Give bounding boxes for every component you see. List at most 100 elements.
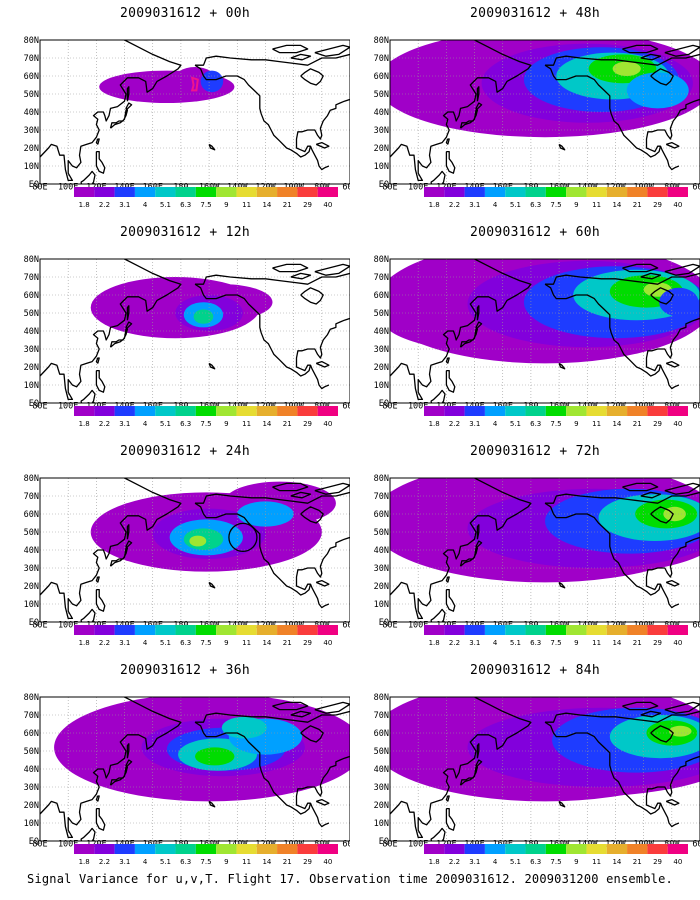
lon-tick-label: 100E [408,183,428,191]
map-frame [39,477,350,623]
colorbar-swatch [484,625,506,635]
lat-tick-label: 20N [24,582,39,592]
colorbar-swatch [94,187,115,197]
forecast-panel-0h: 2009031612 + 00h 80N 70N 60N 50N 40N 30N 20N 10N… [20,6,350,216]
coastlines [40,259,350,403]
colorbar-swatch [606,187,628,197]
lon-tick-label: 160E [142,840,162,848]
colorbar-swatch [256,844,278,854]
graticule [40,259,350,403]
colorbar-swatch [134,625,156,635]
lon-tick-label: 120E [86,402,106,410]
lat-tick-label: 10N [374,162,389,172]
lat-tick-label: 20N [374,801,389,811]
lat-tick-label: 30N [24,126,39,136]
colorbar-label: 11 [592,420,601,428]
lon-tick-label: 120E [436,840,456,848]
colorbar-swatch [484,844,506,854]
graticule [40,40,350,184]
colorbar-label: 14 [262,639,271,647]
lon-tick-label: 180 [173,621,188,629]
lat-tick-label: 80N [24,255,39,265]
lat-tick-label: 70N [374,711,389,721]
variance-contour [193,309,214,324]
coastlines [40,697,350,841]
lon-tick-label: 140E [114,840,134,848]
colorbar-label: 14 [612,201,621,209]
colorbar-label: 11 [242,420,251,428]
lon-tick-label: 160W [199,183,220,191]
lon-tick-label: 140E [464,621,484,629]
colorbar-label: 3.1 [119,858,130,866]
colorbar-swatch [424,625,445,635]
variance-contour [195,747,235,766]
variance-field [390,259,700,403]
lon-tick-label: 80E [32,183,47,191]
lat-tick-label: EQ [29,837,39,847]
colorbar-swatch [566,406,587,416]
lat-tick-label: 40N [374,327,389,337]
lon-tick-label: 120W [605,402,626,410]
colorbar-swatch [545,844,567,854]
colorbar-label: 4 [143,420,148,428]
colorbar-label: 29 [303,858,312,866]
lat-tick-label: 60N [24,729,39,739]
colorbar-swatch [74,625,95,635]
lon-tick-label: 120W [255,621,276,629]
colorbar-label: 21 [283,420,292,428]
colorbar-swatch [627,406,648,416]
colorbar: 1.8 2.2 3.1 4 5.1 6.3 7.5 9 11 14 21 29 40 [74,406,338,430]
lat-tick-label: 40N [24,327,39,337]
lon-tick-label: 100W [633,402,654,410]
lat-tick-label: 70N [24,273,39,283]
lat-tick-label: 60N [24,510,39,520]
colorbar-label: 11 [242,639,251,647]
lat-tick-label: 10N [374,819,389,829]
colorbar-swatch [195,844,217,854]
coastlines [40,40,350,184]
colorbar-label: 2.2 [449,639,460,647]
colorbar-swatch [627,625,648,635]
variance-contour [200,70,224,93]
colorbar-label: 40 [673,639,682,647]
lat-tick-label: 80N [374,693,389,703]
colorbar-swatch [175,406,196,416]
colorbar-swatch [94,844,115,854]
colorbar: 1.8 2.2 3.1 4 5.1 6.3 7.5 9 11 14 21 29 40 [74,625,338,649]
lat-tick-label: 20N [374,582,389,592]
lat-tick-label: 40N [374,108,389,118]
colorbar-swatch [647,625,668,635]
lon-tick-label: 180 [523,402,538,410]
lon-tick-label: 100E [58,621,78,629]
lat-tick-label: 60N [374,291,389,301]
colorbar-swatch [444,844,465,854]
variance-contour [659,287,699,317]
colorbar-swatch [134,406,156,416]
colorbar-label: 7.5 [200,858,211,866]
colorbar-swatch [216,406,237,416]
colorbar-swatch [114,625,135,635]
colorbar-label: 9 [224,639,228,647]
colorbar-label: 3.1 [119,420,130,428]
colorbar-swatch [277,844,298,854]
lat-tick-label: 30N [24,564,39,574]
colorbar-swatch [195,406,217,416]
lat-tick-label: 60N [374,729,389,739]
colorbar-label: 1.8 [429,420,440,428]
lat-tick-label: 70N [24,54,39,64]
lat-tick-label: 80N [374,255,389,265]
lon-tick-label: 100W [283,183,304,191]
panel-title: 2009031612 + 48h [469,6,601,21]
colorbar-label: 6.3 [180,201,191,209]
colorbar-label: 4 [493,639,498,647]
lat-tick-label: EQ [379,837,389,847]
variance-field [390,697,700,841]
lat-tick-label: 60N [24,291,39,301]
lon-tick-label: 160E [492,840,512,848]
colorbar-label: 1.8 [79,420,90,428]
colorbar-label: 1.8 [79,858,90,866]
lon-tick-label: 80W [314,621,330,629]
